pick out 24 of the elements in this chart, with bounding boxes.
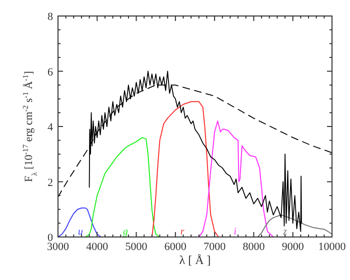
x-tick-label: 5000 bbox=[125, 241, 148, 253]
x-tick-label: 9000 bbox=[282, 241, 304, 253]
x-tick-label: 8000 bbox=[242, 241, 266, 253]
line-series bbox=[257, 214, 332, 237]
x-tick-label: 3000 bbox=[47, 241, 70, 253]
text: r bbox=[180, 226, 184, 238]
x-tick-label: 7000 bbox=[204, 241, 226, 253]
text: i bbox=[234, 226, 237, 238]
series-label: u bbox=[78, 226, 84, 238]
x-tick-label: 4000 bbox=[86, 241, 109, 253]
text: g bbox=[123, 226, 128, 238]
line-series bbox=[198, 120, 274, 237]
y-tick-label: 6 bbox=[48, 66, 54, 78]
series-label: z bbox=[282, 226, 288, 238]
x-axis-title: λ [ Å ] bbox=[179, 253, 211, 267]
y-tick-label: 8 bbox=[48, 11, 54, 23]
y-tick-label: 4 bbox=[48, 122, 54, 134]
y-tick-label: 2 bbox=[48, 176, 53, 189]
line-series bbox=[84, 137, 160, 237]
line-series bbox=[58, 207, 102, 237]
y-tick-label: 0 bbox=[48, 232, 54, 244]
line-series bbox=[151, 101, 219, 237]
x-tick-label: 10000 bbox=[318, 241, 346, 253]
x-tick-label: 6000 bbox=[164, 241, 187, 253]
